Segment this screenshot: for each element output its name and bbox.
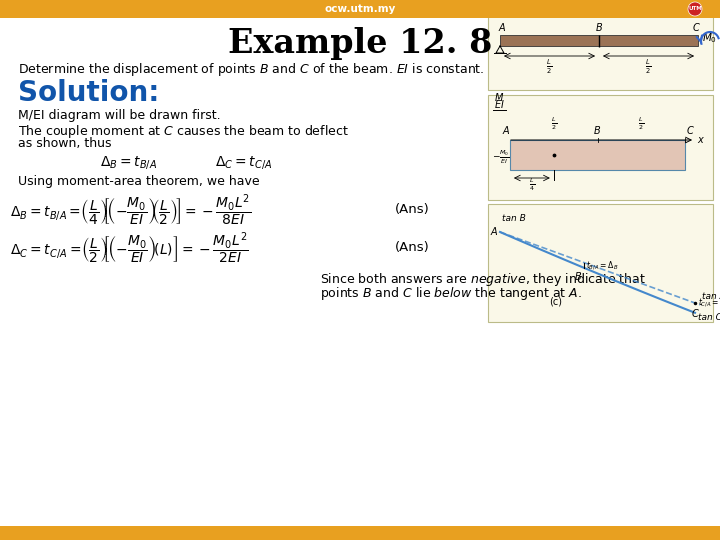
Bar [0,0,720,18]
Text: tan A: tan A [702,292,720,301]
Text: Determine the displacement of points $B$ and $C$ of the beam. $EI$ is constant.: Determine the displacement of points $B$… [18,62,485,78]
Text: $\Delta_C = t_{C/A}$: $\Delta_C = t_{C/A}$ [215,153,272,171]
Text: $M$: $M$ [494,91,504,103]
Text: $\frac{L}{2}$: $\frac{L}{2}$ [546,58,553,76]
Bar [0,526,720,540]
Text: B: B [594,126,601,136]
Text: Example 12. 8: Example 12. 8 [228,26,492,59]
Text: as shown, thus: as shown, thus [18,138,112,151]
Text: Using moment-area theorem, we have: Using moment-area theorem, we have [18,176,260,188]
Text: The couple moment at $C$ causes the beam to deflect: The couple moment at $C$ causes the beam… [18,123,348,139]
Text: C: C [692,309,698,319]
Text: Since both answers are $\it{negative}$, they indicate that: Since both answers are $\it{negative}$, … [320,272,646,288]
Bar [510,140,685,170]
Text: $t_{B/A}=\Delta_B$: $t_{B/A}=\Delta_B$ [586,259,618,272]
Text: x: x [697,135,703,145]
Text: points $B$ and $C$ lie $\it{below}$ the tangent at $A$.: points $B$ and $C$ lie $\it{below}$ the … [320,286,582,302]
Text: $\Delta_C = t_{C/A} = \!\left(\dfrac{L}{2}\right)\!\!\left[\!\left(-\dfrac{M_0}{: $\Delta_C = t_{C/A} = \!\left(\dfrac{L}{… [10,231,248,266]
Text: tan B: tan B [502,214,526,223]
Text: tan C: tan C [698,313,720,322]
Bar [500,35,698,46]
Text: $\frac{L}{2}$: $\frac{L}{2}$ [645,58,652,76]
Bar [488,204,713,322]
Bar [488,5,713,90]
Text: Solution:: Solution: [18,79,159,107]
Text: $\frac{L}{2}$: $\frac{L}{2}$ [551,116,557,132]
Text: $-\frac{M_0}{EI}$: $-\frac{M_0}{EI}$ [492,148,510,166]
Text: $\Delta_B = t_{B/A} = \!\left(\dfrac{L}{4}\right)\!\!\left[\!\left(-\dfrac{M_0}{: $\Delta_B = t_{B/A} = \!\left(\dfrac{L}{… [10,192,251,228]
Text: B: B [595,23,603,33]
Text: $\frac{L}{4}$: $\frac{L}{4}$ [529,176,535,193]
Text: C: C [687,126,694,136]
Text: A: A [499,23,505,33]
Text: A: A [490,227,497,237]
Text: A: A [503,126,509,136]
Text: UTM: UTM [688,6,702,11]
Text: $EI$: $EI$ [494,98,505,110]
Circle shape [688,2,702,16]
Text: $\frac{L}{2}$: $\frac{L}{2}$ [638,116,644,132]
Text: C: C [693,23,699,33]
Text: (Ans): (Ans) [395,204,430,217]
Text: (c): (c) [549,296,562,306]
Text: $M_0$: $M_0$ [702,31,717,45]
Text: M/EI diagram will be drawn first.: M/EI diagram will be drawn first. [18,109,220,122]
Text: (Ans): (Ans) [395,241,430,254]
Bar [488,95,713,200]
Text: $\Delta_B = t_{B/A}$: $\Delta_B = t_{B/A}$ [100,153,157,171]
Text: ocw.utm.my: ocw.utm.my [324,4,396,14]
Text: $t_{C/A}=\Delta_C$: $t_{C/A}=\Delta_C$ [698,296,720,309]
Text: B: B [575,272,582,282]
